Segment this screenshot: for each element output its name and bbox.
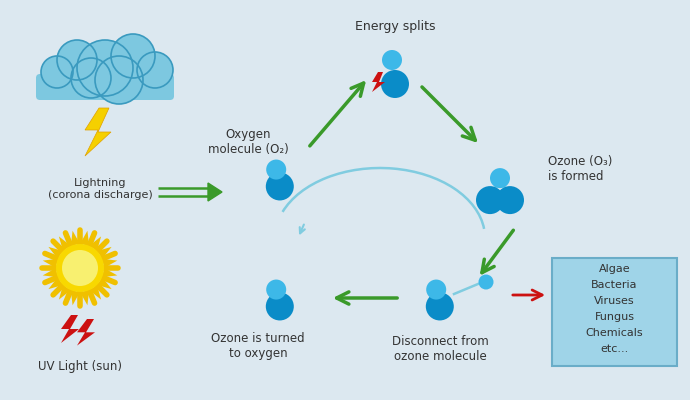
Text: Energy splits: Energy splits (355, 20, 435, 33)
Polygon shape (48, 277, 63, 289)
Text: Ozone (O₃)
is formed: Ozone (O₃) is formed (548, 155, 613, 183)
Polygon shape (97, 277, 112, 289)
Text: Disconnect from
ozone molecule: Disconnect from ozone molecule (392, 335, 489, 363)
Text: Oxygen
molecule (O₂): Oxygen molecule (O₂) (208, 128, 288, 156)
Polygon shape (43, 268, 58, 277)
Ellipse shape (476, 186, 504, 214)
Polygon shape (89, 285, 101, 300)
Text: Bacteria: Bacteria (591, 280, 638, 290)
Ellipse shape (266, 280, 286, 300)
Circle shape (56, 244, 104, 292)
Text: Algae: Algae (599, 264, 630, 274)
Polygon shape (208, 183, 222, 201)
Polygon shape (71, 290, 80, 305)
Polygon shape (59, 236, 71, 251)
FancyBboxPatch shape (36, 74, 174, 100)
Polygon shape (85, 108, 111, 156)
Polygon shape (97, 247, 112, 259)
Polygon shape (89, 236, 101, 251)
Circle shape (137, 52, 173, 88)
Circle shape (111, 34, 155, 78)
Ellipse shape (381, 70, 409, 98)
Text: etc...: etc... (600, 344, 629, 354)
Polygon shape (80, 290, 89, 305)
Polygon shape (43, 259, 58, 268)
Circle shape (62, 250, 98, 286)
Ellipse shape (490, 168, 510, 188)
Text: Viruses: Viruses (594, 296, 635, 306)
Ellipse shape (266, 172, 294, 200)
Ellipse shape (426, 280, 446, 300)
Text: Fungus: Fungus (595, 312, 635, 322)
Ellipse shape (266, 292, 294, 320)
Polygon shape (71, 231, 80, 246)
Polygon shape (372, 72, 385, 92)
Polygon shape (102, 268, 117, 277)
Ellipse shape (496, 186, 524, 214)
Circle shape (95, 56, 143, 104)
Polygon shape (61, 315, 79, 343)
Text: Lightning
(corona discharge): Lightning (corona discharge) (48, 178, 152, 200)
Circle shape (77, 40, 133, 96)
Polygon shape (102, 259, 117, 268)
Ellipse shape (426, 292, 454, 320)
Circle shape (71, 58, 111, 98)
FancyBboxPatch shape (552, 258, 677, 366)
Polygon shape (77, 319, 95, 346)
Text: UV Light (sun): UV Light (sun) (38, 360, 122, 373)
Ellipse shape (478, 274, 493, 290)
Text: Chemicals: Chemicals (586, 328, 643, 338)
Ellipse shape (266, 160, 286, 180)
Text: Ozone is turned
to oxygen: Ozone is turned to oxygen (211, 332, 305, 360)
Polygon shape (48, 247, 63, 259)
Polygon shape (80, 231, 89, 246)
Circle shape (57, 40, 97, 80)
Polygon shape (59, 285, 71, 300)
Circle shape (41, 56, 73, 88)
Ellipse shape (382, 50, 402, 70)
